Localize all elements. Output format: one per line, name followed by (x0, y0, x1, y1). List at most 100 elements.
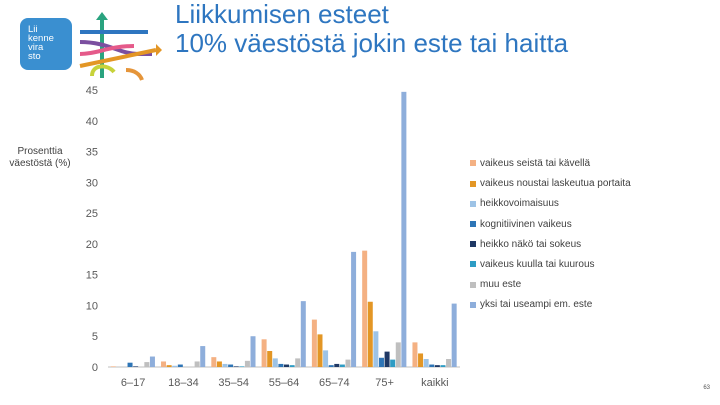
bar (278, 363, 284, 367)
legend-swatch (470, 261, 476, 268)
bar (351, 251, 357, 367)
y-tick-label: 5 (92, 331, 98, 343)
legend-item: vaikeus kuulla tai kuurous (470, 259, 595, 273)
legend-item: heikkovoimaisuus (470, 198, 559, 212)
x-tick-label: 75+ (375, 377, 394, 389)
bar (378, 357, 384, 367)
bar (144, 362, 150, 367)
bar (339, 364, 345, 367)
bar (222, 363, 228, 367)
legend-label: vaikeus kuulla tai kuurous (480, 259, 595, 270)
logo-line-2: kenne (28, 33, 54, 44)
bar (440, 365, 446, 367)
bar (194, 361, 200, 367)
title-line-1: Liikkumisen esteet (175, 0, 389, 29)
y-tick-label: 0 (92, 362, 98, 374)
legend-label: vaikeus noustai laskeutua portaita (480, 178, 631, 190)
bar (239, 366, 245, 367)
y-tick-label: 25 (86, 208, 98, 220)
legend-item: heikko näkö tai sokeus (470, 239, 581, 253)
bar (177, 364, 183, 367)
bar (323, 350, 329, 367)
bar (228, 364, 234, 367)
y-tick-label: 15 (86, 270, 98, 282)
x-tick-label: 35–54 (218, 377, 249, 389)
legend-label: yksi tai useampi em. este (480, 299, 593, 311)
legend-label: heikko näkö tai sokeus (480, 238, 582, 250)
logo-text: Lii kenne vira sto (28, 24, 54, 62)
bar (295, 358, 301, 367)
bar (284, 364, 289, 367)
bar (373, 331, 379, 367)
y-axis-title: Prosenttia väestöstä (%) (4, 146, 76, 170)
bar (289, 365, 295, 367)
legend-label: vaikeus seistä tai kävellä (480, 158, 591, 169)
bar (161, 361, 167, 367)
bar (390, 359, 396, 367)
bar (334, 363, 340, 367)
bar (446, 358, 452, 367)
x-tick-label: 55–64 (269, 377, 300, 389)
legend-swatch (470, 241, 476, 248)
legend-swatch (470, 180, 476, 187)
bar (149, 356, 155, 367)
liikennevirasto-logo: Lii kenne vira sto (20, 18, 72, 70)
arrows-graphic (79, 12, 162, 81)
bar (272, 358, 278, 367)
bar (412, 342, 418, 367)
legend-swatch (470, 301, 476, 308)
bar (429, 364, 435, 367)
bar (451, 303, 457, 367)
legend-item: vaikeus noustai laskeutua portaita (470, 178, 631, 192)
page-number: 63 (703, 385, 710, 391)
bar (401, 91, 407, 367)
bar (434, 365, 440, 367)
title-line-2: 10% väestöstä jokin este tai haitta (175, 28, 569, 58)
logo-line-1: Lii (28, 24, 38, 35)
y-tick-label: 20 (86, 239, 98, 251)
logo-line-4: sto (28, 51, 41, 62)
bar (216, 361, 222, 367)
bar (250, 336, 256, 367)
y-axis-title-line-1: Prosenttia (17, 146, 63, 157)
legend-item: vaikeus seistä tai kävellä (470, 158, 590, 172)
y-tick-label: 35 (86, 147, 98, 159)
legend-swatch (470, 200, 476, 207)
bar (384, 351, 390, 367)
y-axis-title-line-2: väestöstä (%) (9, 158, 71, 169)
bar (261, 339, 267, 367)
bar (133, 366, 139, 367)
y-tick-label: 40 (86, 116, 98, 128)
bar (328, 365, 334, 367)
y-tick-label: 45 (86, 85, 98, 97)
bar (166, 365, 172, 367)
legend-label: kognitiivinen vaikeus (480, 218, 572, 230)
bar (367, 301, 373, 367)
legend-swatch (470, 220, 476, 227)
bar (200, 346, 206, 367)
legend-swatch (470, 281, 476, 288)
bar (418, 353, 424, 367)
bar (267, 350, 273, 367)
bar (317, 334, 323, 367)
bar (423, 358, 429, 367)
legend-label: muu este (480, 279, 522, 291)
legend-label: heikkovoimaisuus (480, 198, 559, 210)
y-tick-label: 10 (86, 300, 98, 312)
bar (300, 301, 306, 367)
legend-item: muu este (470, 279, 521, 293)
logo-line-3: vira (28, 42, 44, 53)
bar (395, 342, 401, 367)
bar (211, 357, 217, 367)
bar (311, 319, 317, 367)
bar (172, 365, 178, 367)
bar (345, 359, 351, 367)
bar (110, 366, 116, 367)
bar (233, 366, 239, 367)
y-tick-label: 30 (86, 177, 98, 189)
x-tick-label: kaikki (421, 377, 449, 389)
bar (362, 250, 368, 367)
page-title: Liikkumisen esteet 10% väestöstä jokin e… (175, 0, 568, 58)
legend-item: yksi tai useampi em. este (470, 299, 592, 313)
